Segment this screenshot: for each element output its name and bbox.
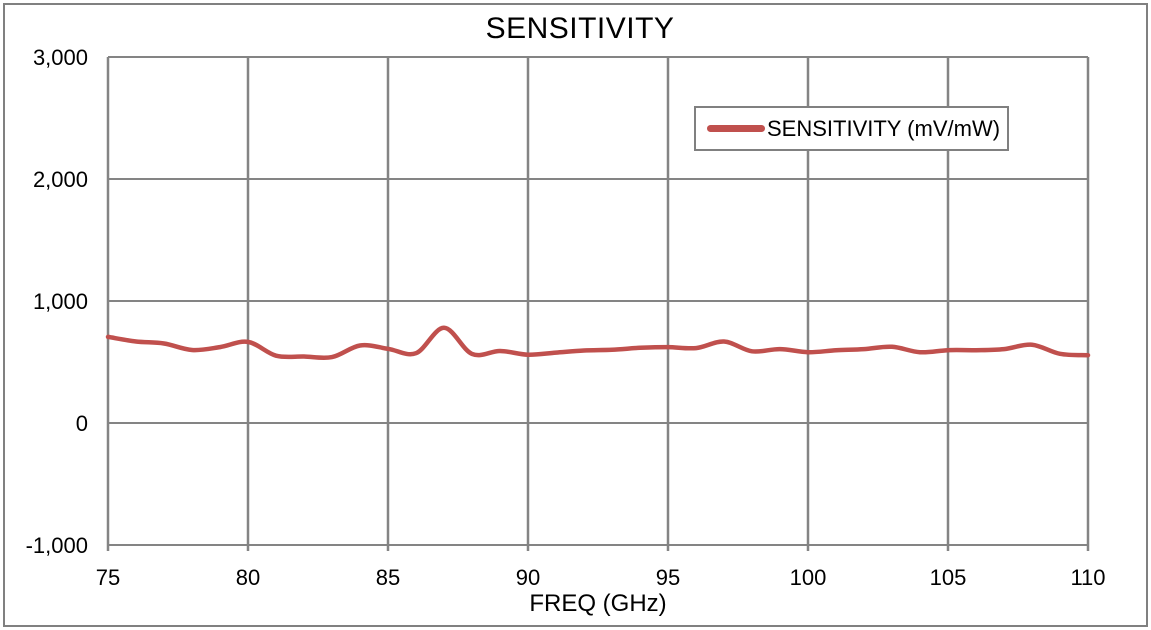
legend: SENSITIVITY (mV/mW) [694,106,1009,151]
y-tick-label: 2,000 [33,167,88,192]
x-tick-label: 95 [656,565,680,590]
y-tick-label: 3,000 [33,45,88,70]
x-tick-label: 110 [1070,565,1105,590]
legend-label: SENSITIVITY (mV/mW) [767,115,1001,141]
x-tick-label: 100 [790,565,827,590]
sensitivity-series-line [105,325,1091,361]
chart-title: SENSITIVITY [485,12,675,45]
x-tick-label: 75 [96,565,120,590]
x-tick-label: 90 [516,565,540,590]
legend-line-sample-icon [707,125,765,132]
x-tick-label: 80 [236,565,260,590]
x-tick-label: 105 [930,565,967,590]
y-tick-label: 0 [76,411,88,436]
x-axis-title: FREQ (GHz) [529,590,667,617]
x-tick-label: 85 [376,565,400,590]
y-tick-label: 1,000 [33,289,88,314]
y-tick-label: -1,000 [26,533,88,558]
